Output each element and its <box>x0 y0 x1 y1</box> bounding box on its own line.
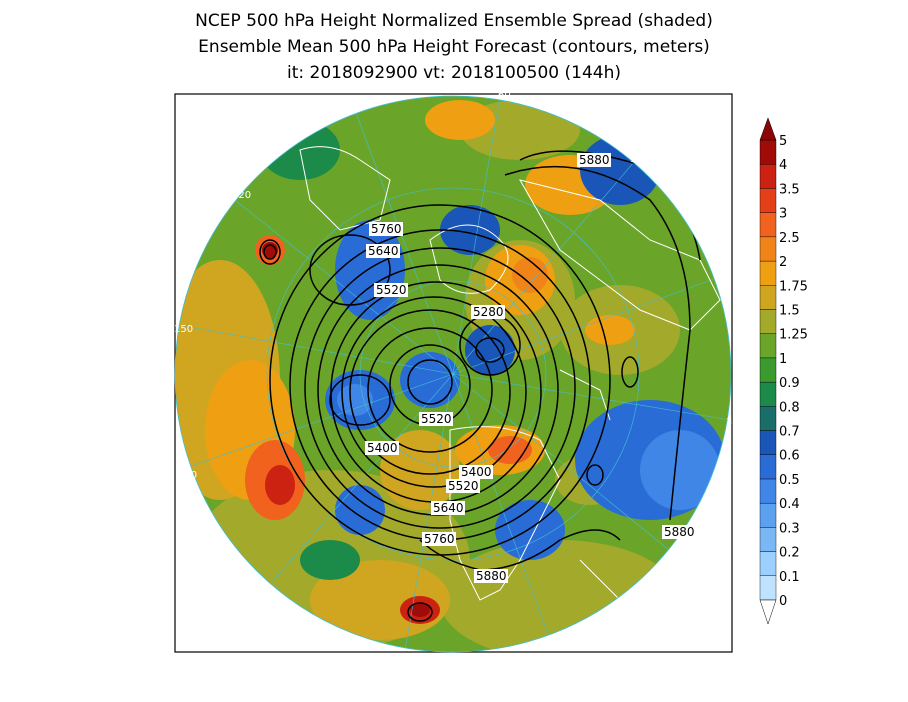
meridian-label: 90 <box>546 638 559 649</box>
colorbar-swatch <box>759 164 777 189</box>
colorbar-swatch <box>759 188 777 213</box>
meridian-label: 30 <box>726 417 739 428</box>
meridian-label: 90 <box>350 102 363 113</box>
colorbar-swatch <box>759 454 777 480</box>
meridian-label: 150 <box>262 592 281 603</box>
colorbar-tick-label: 0.5 <box>779 473 800 488</box>
colorbar-swatch <box>759 333 777 359</box>
contour-label: 5880 <box>579 153 610 167</box>
colorbar-tick-label: 3.5 <box>779 182 800 197</box>
contour-label: 5640 <box>368 244 399 258</box>
contour-label: 5880 <box>664 525 695 539</box>
colorbar-tick-label: 0.4 <box>779 497 800 512</box>
colorbar-tick-label: 0 <box>779 594 787 609</box>
contour-label: 5760 <box>371 222 402 236</box>
meridian-label: 120 <box>232 190 251 201</box>
colorbar-swatch <box>759 381 777 407</box>
colorbar-swatch <box>759 406 777 431</box>
colorbar-swatch <box>759 357 777 383</box>
colorbar-tick-label: 0.8 <box>779 400 800 415</box>
colorbar-tick-label: 0.6 <box>779 449 800 464</box>
colorbar-bottom-arrow <box>759 599 777 625</box>
colorbar-tick-label: 2 <box>779 255 787 270</box>
meridian-label: 0 <box>715 270 721 281</box>
colorbar-tick-label: 4 <box>779 158 787 173</box>
colorbar-tick-label: 5 <box>779 134 787 149</box>
contour-label: 5400 <box>367 441 398 455</box>
colorbar-swatch <box>759 478 777 504</box>
colorbar-swatch <box>759 236 777 262</box>
colorbar-tick-label: 0.1 <box>779 570 800 585</box>
contour-label: 5520 <box>421 412 452 426</box>
colorbar-tick-label: 0.2 <box>779 546 800 561</box>
colorbar-tick-label: 3 <box>779 207 787 222</box>
contour-label: 5520 <box>448 479 479 493</box>
contour-label: 5640 <box>433 501 464 515</box>
contour-label: 5400 <box>461 465 492 479</box>
contour-label-group: 5880 5760 5640 5520 5280 5520 5400 5400 … <box>365 153 696 583</box>
colorbar-swatch <box>759 212 777 238</box>
colorbar-tick-label: 1.5 <box>779 303 800 318</box>
colorbar-swatch <box>759 139 777 165</box>
colorbar-tick-label: 0.9 <box>779 376 800 391</box>
colorbar-swatch <box>759 260 777 286</box>
meridian-label: 150 <box>174 324 193 335</box>
colorbar-swatch <box>759 285 777 310</box>
contour-label: 5880 <box>476 569 507 583</box>
chart-title-line2: Ensemble Mean 500 hPa Height Forecast (c… <box>198 37 710 57</box>
colorbar-swatch <box>759 551 777 576</box>
colorbar-swatch <box>759 575 777 601</box>
colorbar-tick-label: 0.3 <box>779 521 800 536</box>
meridian-label: 60 <box>498 90 511 101</box>
colorbar-tick-label: 0.7 <box>779 425 800 440</box>
meridian-label: 120 <box>398 652 417 663</box>
contour-label: 5520 <box>376 283 407 297</box>
chart-title-line1: NCEP 500 hPa Height Normalized Ensemble … <box>195 11 713 31</box>
contour-label: 5280 <box>473 305 504 319</box>
colorbar-tick-label: 1.75 <box>779 279 808 294</box>
colorbar-swatch <box>759 430 777 455</box>
colorbar-tick-label: 1 <box>779 352 787 367</box>
colorbar-top-arrow <box>759 117 777 141</box>
colorbar-tick-label: 2.5 <box>779 231 800 246</box>
meridian-label: 60 <box>668 552 681 563</box>
contour-label: 5760 <box>424 532 455 546</box>
colorbar-tick-label: 1.25 <box>779 328 808 343</box>
meridian-label: 30 <box>630 154 643 165</box>
colorbar-swatch <box>759 502 777 528</box>
colorbar-swatch <box>759 309 777 334</box>
meridian-label: 180 <box>178 470 197 481</box>
colorbar-swatch <box>759 527 777 552</box>
chart-title-line3: it: 2018092900 vt: 2018100500 (144h) <box>287 63 621 83</box>
meridian-label-group: 60 30 0 30 60 90 120 150 180 150 120 90 <box>174 90 739 663</box>
map-boundary <box>174 95 732 653</box>
spread-shading <box>175 96 731 652</box>
colorbar: 0 0.1 0.2 0.3 0.4 0.5 0.6 0.7 0.8 0.9 1 1.25 1.5 1.75… <box>759 117 808 625</box>
